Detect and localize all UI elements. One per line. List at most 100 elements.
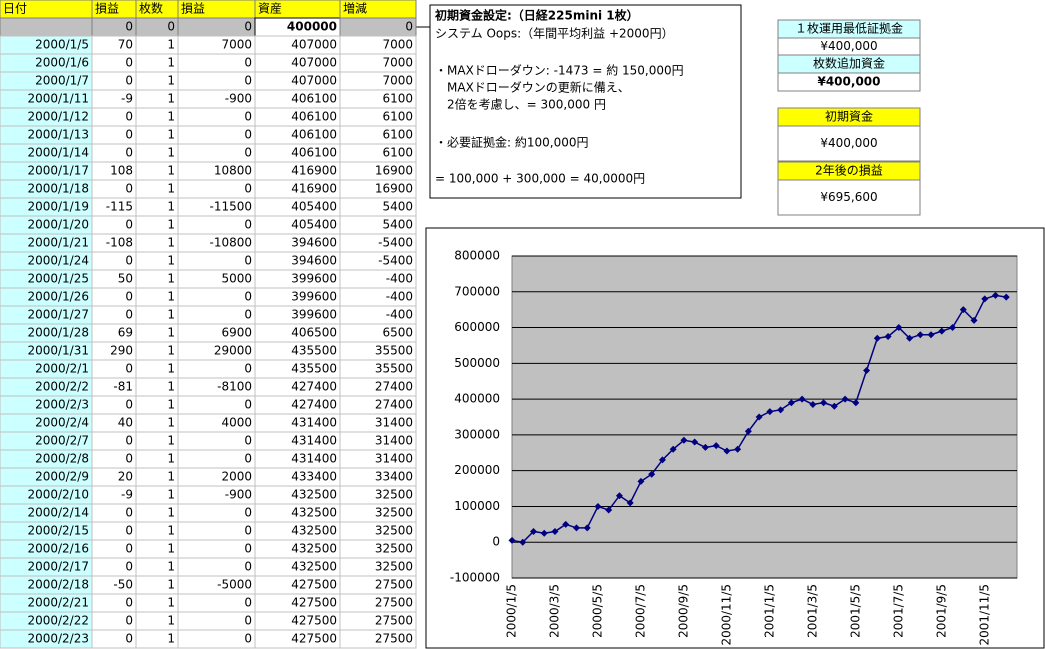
cell-value: 0	[244, 542, 252, 556]
cell-value: -400	[386, 272, 413, 286]
cell-value: 0	[125, 632, 133, 646]
marker	[529, 527, 537, 535]
summary-text: 初期資金	[825, 109, 873, 124]
marker	[1002, 293, 1010, 301]
cell-value: 1	[167, 524, 175, 538]
x-tick-label: 2000/5/5	[590, 584, 604, 638]
cell-value: 7000	[382, 56, 413, 70]
cell-value: 0	[125, 398, 133, 412]
cell-value: 0	[125, 542, 133, 556]
cell-value: 27400	[375, 380, 413, 394]
marker	[637, 477, 645, 485]
summary-text: 2年後の損益	[815, 163, 883, 178]
cell-value: 405400	[291, 200, 337, 214]
cell-value: 427500	[291, 596, 337, 610]
cell-value: 27500	[375, 614, 413, 628]
cell-value: 1	[167, 236, 175, 250]
marker	[841, 395, 849, 403]
cell-value: 432500	[291, 524, 337, 538]
cell-value: 1	[167, 56, 175, 70]
cell-value: 427400	[291, 398, 337, 412]
y-tick-label: 600000	[454, 320, 500, 334]
x-tick-label: 2000/9/5	[676, 584, 690, 638]
marker	[605, 506, 613, 514]
cell-value: 6100	[382, 128, 413, 142]
marker	[927, 331, 935, 339]
marker	[992, 291, 1000, 299]
header-text: 日付	[3, 2, 27, 16]
note-line: 2倍を考慮し、= 300,000 円	[435, 97, 606, 112]
cell-value: 40	[118, 416, 133, 430]
cell-value: 1	[167, 596, 175, 610]
cell-value: 0	[125, 74, 133, 88]
cell-value: 1	[167, 146, 175, 160]
cell-value: 427500	[291, 614, 337, 628]
date: 2000/1/24	[27, 254, 89, 268]
cell-value: 432500	[291, 488, 337, 502]
cell-value: 0	[244, 434, 252, 448]
marker	[777, 406, 785, 414]
marker	[906, 334, 914, 342]
summary-text: 枚数追加資金	[813, 56, 885, 71]
cell-value: 6900	[221, 326, 252, 340]
cell-value: 290	[110, 344, 133, 358]
cell-value: 0	[244, 20, 252, 34]
cell-value: -900	[225, 488, 252, 502]
cell-value: 1	[167, 506, 175, 520]
cell-value: 406500	[291, 326, 337, 340]
header-text: 資産	[258, 1, 282, 16]
cell-value: 1	[167, 128, 175, 142]
cell-value: 399600	[291, 308, 337, 322]
cell-value: 27400	[375, 398, 413, 412]
marker	[766, 408, 774, 416]
cell-value: 0	[244, 362, 252, 376]
cell-value: 6100	[382, 110, 413, 124]
x-tick-label: 2001/9/5	[934, 584, 948, 638]
cell-value: -5000	[217, 578, 252, 592]
cell-value: 32500	[375, 488, 413, 502]
marker	[852, 399, 860, 407]
cell-value: 400000	[287, 20, 337, 34]
date: 2000/1/25	[27, 272, 89, 286]
x-tick-label: 2000/11/5	[719, 584, 733, 646]
marker	[551, 527, 559, 535]
cell-value: 31400	[375, 452, 413, 466]
note-line: システム Oops:（年間平均利益 +2000円）	[435, 27, 674, 41]
note-title: 初期資金設定:（日経225mini 1枚）	[435, 8, 639, 23]
cell-value: 6500	[382, 326, 413, 340]
cell-value: 0	[244, 290, 252, 304]
cell-value: 5400	[382, 218, 413, 232]
cell-value: 0	[125, 128, 133, 142]
cell-value: 0	[125, 20, 133, 34]
cell-value: 431400	[291, 434, 337, 448]
cell-value: 1	[167, 164, 175, 178]
marker	[863, 366, 871, 374]
marker	[669, 445, 677, 453]
cell-value: 16900	[375, 182, 413, 196]
marker	[873, 334, 881, 342]
summary-cell	[777, 179, 921, 216]
header-text: 増減	[343, 1, 367, 16]
note-line: MAXドローダウンの更新に備え、	[435, 80, 630, 95]
cell-value: 0	[405, 20, 413, 34]
summary-text: １枚運用最低証拠金	[795, 21, 903, 36]
cell-value: 0	[244, 74, 252, 88]
cell-value: 0	[244, 110, 252, 124]
marker	[583, 524, 591, 532]
cell-value: 0	[125, 596, 133, 610]
marker	[895, 324, 903, 332]
cell-value: 0	[125, 146, 133, 160]
cell-value: 1	[167, 110, 175, 124]
cell-value: 1	[167, 254, 175, 268]
date: 2000/2/16	[27, 542, 89, 556]
cell-value: 7000	[221, 38, 252, 52]
cell-value: 7000	[382, 74, 413, 88]
date: 2000/1/5	[35, 38, 89, 52]
date: 2000/2/1	[35, 362, 89, 376]
cell-value: 1	[167, 578, 175, 592]
x-tick-label: 2000/1/5	[505, 584, 519, 638]
cell-value: 0	[244, 128, 252, 142]
y-tick-label: 0	[492, 535, 500, 549]
cell-value: 1	[167, 308, 175, 322]
cell-value: 32500	[375, 506, 413, 520]
